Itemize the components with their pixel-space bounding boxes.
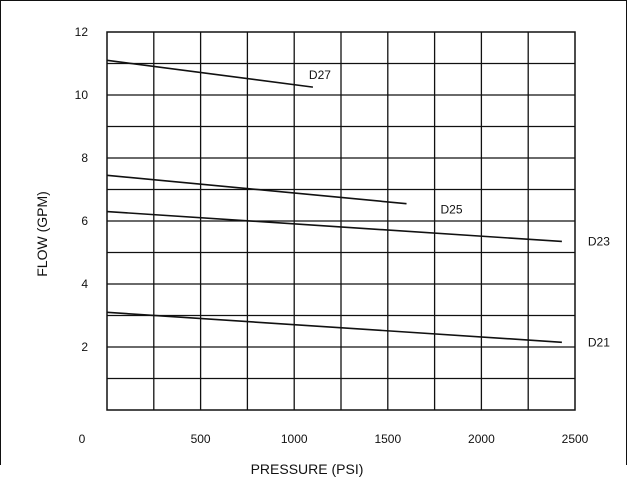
series-lines — [106, 59, 562, 344]
series-line-d21 — [106, 311, 562, 344]
y-tick-label: 12 — [75, 25, 89, 39]
series-label-d27: D27 — [309, 68, 331, 82]
y-tick-label: 4 — [81, 277, 88, 291]
series-line-d23 — [106, 210, 562, 243]
series-line-d25 — [106, 174, 407, 205]
y-tick-label: 10 — [75, 88, 89, 102]
page-frame-bottom-mask — [0, 465, 627, 491]
y-tick-label: 8 — [81, 151, 88, 165]
series-label-d23: D23 — [588, 234, 610, 248]
series-label-d21: D21 — [588, 335, 610, 349]
series-label-d25: D25 — [441, 203, 463, 217]
x-tick-label: 1500 — [374, 432, 401, 446]
series-labels: D27 D25 D23 D21 — [309, 68, 610, 349]
x-tick-label: 500 — [191, 432, 211, 446]
x-tick-label: 1000 — [281, 432, 308, 446]
x-tick-label: 0 — [79, 432, 86, 446]
plot-border — [106, 31, 576, 411]
y-tick-label: 6 — [81, 214, 88, 228]
y-axis-ticks: 2 4 6 8 10 12 — [75, 25, 89, 354]
series-line-d27 — [106, 59, 314, 88]
y-axis-title: FLOW (GPM) — [34, 191, 50, 277]
x-axis-ticks: 0 500 1000 1500 2000 2500 — [79, 432, 589, 446]
x-tick-label: 2500 — [562, 432, 589, 446]
x-tick-label: 2000 — [468, 432, 495, 446]
plot-area-border — [106, 31, 576, 411]
y-tick-label: 2 — [81, 340, 88, 354]
x-axis-title: PRESSURE (PSI) — [251, 461, 364, 477]
grid-lines — [107, 32, 575, 410]
